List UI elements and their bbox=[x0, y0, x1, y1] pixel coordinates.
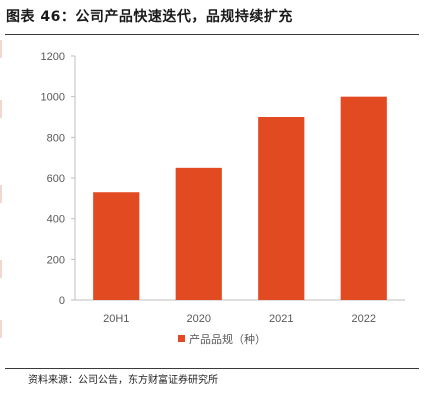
source-note: 资料来源：公司公告，东方财富证券研究所 bbox=[28, 375, 218, 386]
side-marker bbox=[0, 100, 2, 118]
title-divider bbox=[5, 34, 419, 35]
chart-title: 图表 46：公司产品快速迭代，品规持续扩充 bbox=[6, 9, 293, 25]
y-tick-label: 200 bbox=[47, 254, 65, 266]
x-tick-label: 2020 bbox=[187, 313, 211, 325]
side-marker bbox=[0, 185, 2, 203]
side-marker bbox=[0, 320, 2, 338]
y-tick-label: 600 bbox=[47, 173, 65, 185]
legend-label: 产品品规（种） bbox=[189, 332, 266, 346]
bar bbox=[93, 192, 140, 300]
side-marker bbox=[0, 40, 2, 58]
y-tick-label: 1200 bbox=[41, 51, 65, 63]
side-marker bbox=[0, 260, 2, 278]
bar bbox=[258, 117, 305, 300]
x-tick-label: 20H1 bbox=[103, 313, 129, 325]
y-tick-label: 1000 bbox=[41, 92, 65, 104]
bar bbox=[175, 167, 222, 300]
bar bbox=[340, 96, 387, 300]
bar-chart: 0 200 400 600 800 1000 1200 20H1 2020 2021 2022 产品品… bbox=[41, 51, 405, 346]
y-tick-label: 0 bbox=[59, 295, 65, 307]
y-tick-label: 800 bbox=[47, 132, 65, 144]
y-tick-label: 400 bbox=[47, 214, 65, 226]
x-tick-label: 2022 bbox=[352, 313, 376, 325]
x-tick-label: 2021 bbox=[269, 313, 293, 325]
legend-swatch bbox=[178, 335, 185, 342]
source-divider bbox=[5, 368, 419, 369]
